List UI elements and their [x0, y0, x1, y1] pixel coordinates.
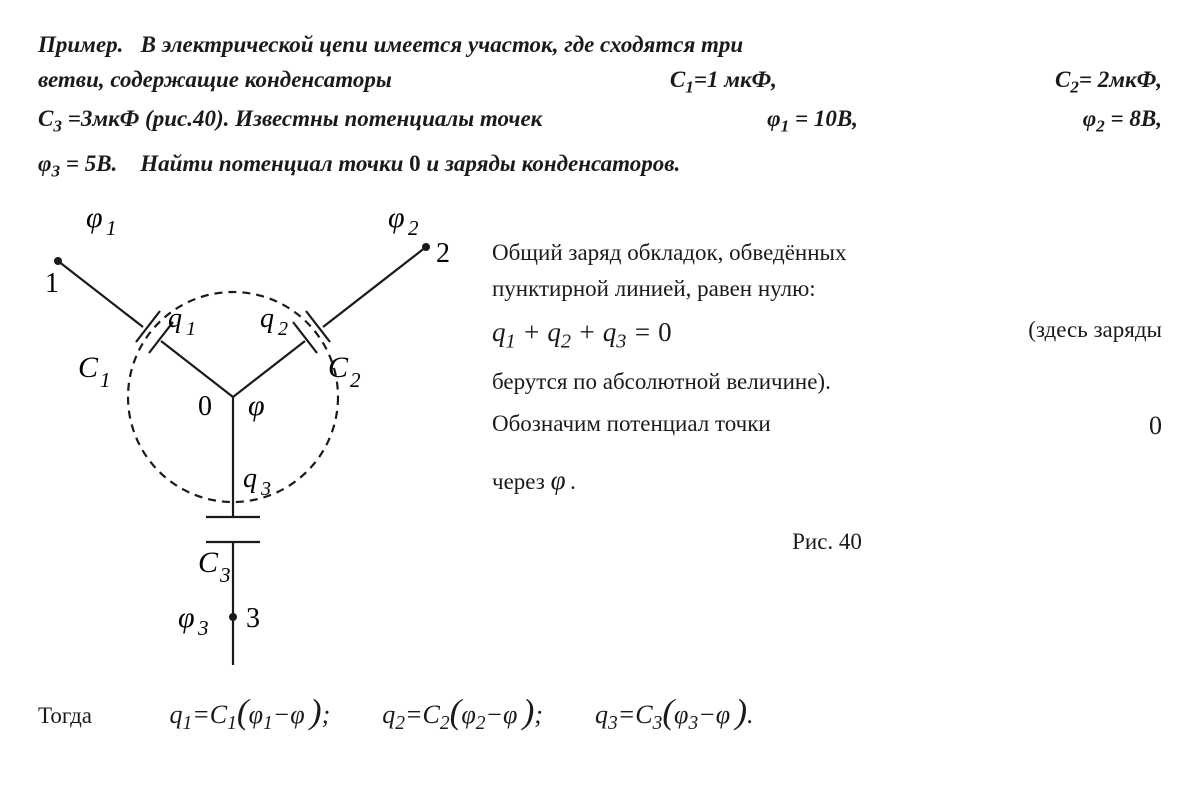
- problem-statement: Пример. В электрической цепи имеется уча…: [38, 28, 1162, 183]
- svg-text:2: 2: [436, 238, 450, 269]
- svg-text:q: q: [260, 303, 274, 334]
- equations-row: Тогда q1=C1(φ1−φ ); q2=C2(φ2−φ ); q3=C3(…: [38, 687, 1162, 738]
- svg-text:0: 0: [198, 391, 212, 422]
- circuit-diagram: φ1 φ2 1 2 C1 C2 q1 q2 0 φ q3 C3 φ3 3: [38, 197, 468, 681]
- svg-text:φ: φ: [388, 201, 405, 234]
- svg-text:φ: φ: [248, 389, 265, 422]
- svg-text:2: 2: [408, 216, 419, 240]
- svg-text:C: C: [328, 351, 349, 384]
- svg-text:3: 3: [219, 563, 231, 587]
- eq-1: q1=C1(φ1−φ );: [170, 687, 331, 738]
- charge-equation: q1 + q2 + q3 = 0: [492, 312, 672, 358]
- eq-3: q3=C3(φ3−φ ).: [595, 687, 754, 738]
- svg-text:1: 1: [186, 318, 196, 340]
- eq-2: q2=C2(φ2−φ );: [382, 687, 543, 738]
- svg-text:1: 1: [45, 268, 59, 299]
- svg-text:3: 3: [197, 616, 209, 640]
- content-row: φ1 φ2 1 2 C1 C2 q1 q2 0 φ q3 C3 φ3 3 Общ…: [38, 197, 1162, 681]
- svg-text:φ: φ: [86, 201, 103, 234]
- svg-text:C: C: [198, 546, 219, 579]
- svg-text:3: 3: [260, 478, 271, 500]
- svg-text:2: 2: [278, 318, 288, 340]
- svg-text:q: q: [243, 463, 257, 494]
- svg-text:C: C: [78, 351, 99, 384]
- solution-text: Общий заряд обкладок, обведённых пунктир…: [492, 197, 1162, 681]
- svg-text:3: 3: [246, 603, 260, 634]
- figure-caption: Рис. 40: [492, 524, 1162, 560]
- problem-label: Пример.: [38, 32, 123, 57]
- svg-text:1: 1: [106, 216, 117, 240]
- svg-text:2: 2: [350, 368, 361, 392]
- svg-text:φ: φ: [178, 601, 195, 634]
- svg-text:1: 1: [100, 368, 111, 392]
- svg-text:q: q: [168, 303, 182, 334]
